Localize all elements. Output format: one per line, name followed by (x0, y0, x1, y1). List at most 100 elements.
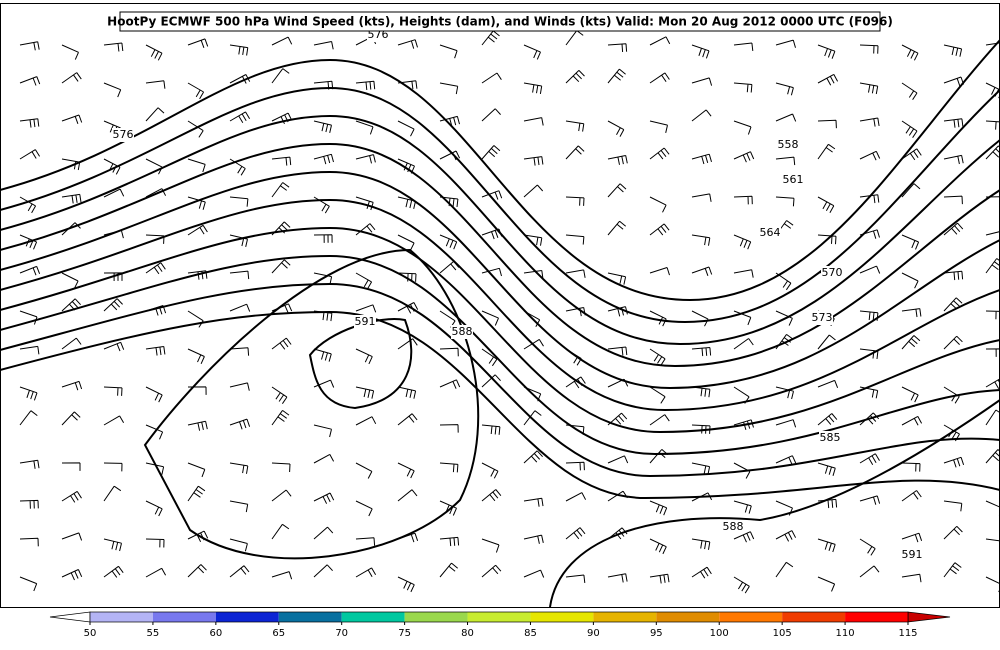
wind-barb (187, 485, 206, 502)
wind-barb (439, 424, 459, 433)
wind-barb (313, 453, 335, 464)
wind-barb (229, 418, 251, 430)
wind-barb (355, 537, 376, 546)
wind-barb (439, 196, 459, 208)
wind-barb (901, 573, 922, 583)
wind-barb (103, 565, 124, 578)
colorbar-tick-label: 90 (587, 628, 600, 639)
wind-barb (19, 76, 41, 86)
wind-barb (187, 82, 205, 100)
wind-barb (817, 143, 836, 160)
wind-barb (439, 379, 461, 389)
contour-label: 588 (723, 520, 744, 533)
wind-barb (145, 386, 163, 403)
wind-barb (901, 490, 922, 502)
wind-barb (187, 564, 207, 578)
wind-barb (313, 196, 330, 214)
wind-barb (607, 455, 629, 464)
wind-barb (733, 310, 752, 326)
wind-barb (271, 337, 292, 350)
wind-barb (355, 120, 374, 135)
wind-barb (775, 156, 796, 166)
wind-barb (439, 462, 459, 473)
wind-barb (187, 386, 207, 395)
wind-barb (397, 386, 417, 399)
colorbar-under (49, 611, 91, 623)
wind-barb (481, 108, 501, 122)
wind-barb (565, 234, 585, 245)
wind-barb (859, 44, 879, 54)
colorbar-tick-label: 110 (836, 628, 855, 639)
height-contours (0, 39, 1000, 608)
wind-barb (607, 68, 626, 84)
colorbar-tick-label: 55 (147, 628, 160, 639)
wind-barb (901, 386, 919, 403)
wind-barb (901, 234, 920, 250)
label-halo (354, 315, 376, 329)
wind-barb (313, 348, 332, 362)
wind-barb (817, 576, 836, 592)
wind-barb (271, 182, 290, 198)
wind-barb (397, 234, 415, 251)
wind-barb (145, 44, 163, 61)
wind-barb (103, 42, 124, 52)
wind-barb (649, 36, 671, 46)
wind-barb (187, 224, 208, 236)
wind-barb (523, 450, 543, 464)
colorbar-segment (656, 612, 720, 622)
wind-barb (355, 154, 376, 164)
wind-barb (145, 424, 164, 440)
wind-barb (145, 188, 167, 198)
wind-barb (691, 386, 711, 398)
wind-barb (397, 158, 415, 174)
wind-barb (691, 153, 712, 165)
wind-barb (901, 308, 922, 318)
height-contour (0, 254, 1000, 456)
wind-barb (565, 120, 585, 132)
wind-barb (985, 449, 1000, 464)
wind-barb (355, 348, 373, 365)
wind-barb (691, 44, 710, 59)
colorbar-segment (845, 612, 908, 622)
wind-barb (523, 569, 545, 578)
wind-barb (943, 525, 963, 540)
wind-barb (817, 44, 836, 59)
height-contour (0, 86, 1000, 324)
colorbar-segment (404, 612, 468, 622)
wind-barb (271, 259, 291, 274)
wind-barb (313, 424, 332, 438)
wind-barb (313, 492, 335, 504)
wind-barb (607, 272, 627, 285)
wind-barb (103, 538, 122, 552)
wind-barb (523, 156, 544, 166)
wind-barb (691, 109, 712, 122)
wind-barb (943, 562, 962, 578)
wind-barb (859, 117, 880, 127)
wind-barb (649, 348, 666, 366)
colorbar-segment (152, 612, 216, 622)
wind-barb (565, 461, 585, 471)
wind-barb (355, 462, 373, 479)
wind-barb (649, 72, 670, 84)
wind-barb (439, 44, 458, 59)
colorbar-outline (89, 611, 909, 623)
wind-barb (775, 561, 794, 578)
wind-barb (901, 462, 921, 472)
height-contour (0, 170, 1000, 390)
map-title: HootPy ECMWF 500 hPa Wind Speed (kts), H… (107, 15, 893, 29)
wind-barb (187, 38, 209, 48)
wind-barb (19, 410, 38, 426)
wind-barb (229, 565, 250, 578)
wind-barb (145, 80, 166, 89)
wind-barb (481, 374, 501, 388)
wind-barb (901, 82, 918, 100)
wind-barb (691, 347, 712, 357)
wind-barb (439, 536, 460, 547)
wind-barb (313, 120, 332, 134)
wind-barb (187, 270, 208, 280)
wind-barb (565, 527, 586, 540)
wind-barb (523, 497, 544, 507)
wind-barb (859, 386, 879, 399)
